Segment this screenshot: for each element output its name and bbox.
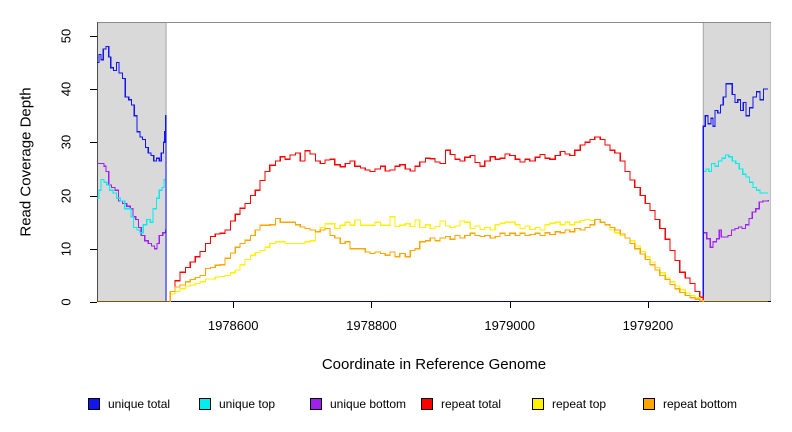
- shaded-region-2: [702, 22, 771, 302]
- legend-label: unique top: [219, 397, 276, 411]
- series-line-unique-bottom: [97, 163, 769, 302]
- legend-item-repeat-bottom: repeat bottom: [643, 397, 754, 411]
- series-line-unique-total: [97, 45, 769, 302]
- x-tick-mark: [371, 302, 373, 308]
- legend: unique total unique top unique bottom repea…: [88, 397, 754, 411]
- shaded-region-1: [97, 22, 167, 302]
- y-tick-label: 20: [58, 188, 74, 203]
- y-tick-mark: [90, 89, 97, 91]
- series-line-unique-top: [97, 154, 769, 302]
- legend-swatch-icon: [310, 398, 322, 410]
- legend-swatch-icon: [88, 398, 100, 410]
- y-tick-mark: [90, 142, 97, 144]
- legend-item-unique-bottom: unique bottom: [310, 397, 421, 411]
- x-tick-mark: [233, 302, 235, 308]
- y-tick-label: 10: [58, 241, 74, 256]
- y-tick-mark: [90, 35, 97, 37]
- legend-label: repeat bottom: [663, 397, 738, 411]
- legend-item-unique-top: unique top: [199, 397, 310, 411]
- x-tick-mark: [509, 302, 511, 308]
- legend-label: repeat top: [552, 397, 607, 411]
- y-tick-label: 30: [58, 135, 74, 150]
- plot-area-svg: [97, 22, 771, 302]
- y-tick-mark: [90, 248, 97, 250]
- y-tick-mark: [90, 302, 97, 303]
- x-tick-label: 1978600: [207, 318, 259, 333]
- legend-swatch-icon: [532, 398, 544, 410]
- legend-swatch-icon: [199, 398, 211, 410]
- x-axis-label: Coordinate in Reference Genome: [321, 356, 547, 373]
- x-tick-label: 1978800: [346, 318, 397, 333]
- x-tick-mark: [647, 302, 649, 308]
- y-tick-mark: [90, 195, 97, 197]
- series-line-repeat-top: [97, 216, 769, 302]
- legend-item-repeat-top: repeat top: [532, 397, 643, 411]
- legend-label: unique total: [108, 397, 171, 411]
- y-tick-label: 0: [58, 298, 74, 306]
- legend-label: unique bottom: [330, 397, 407, 411]
- x-tick-label: 1979000: [484, 318, 535, 333]
- y-tick-label: 50: [58, 28, 74, 44]
- legend-swatch-icon: [421, 398, 433, 410]
- y-tick-label: 40: [58, 81, 74, 97]
- series-line-repeat-total: [97, 136, 769, 302]
- legend-item-repeat-total: repeat total: [421, 397, 532, 411]
- x-tick-label: 1979200: [622, 318, 674, 333]
- series-line-repeat-bottom: [97, 217, 769, 302]
- legend-label: repeat total: [441, 397, 502, 411]
- y-axis-label: Read Coverage Depth: [17, 87, 35, 237]
- legend-item-unique-total: unique total: [88, 397, 199, 411]
- legend-swatch-icon: [643, 398, 655, 410]
